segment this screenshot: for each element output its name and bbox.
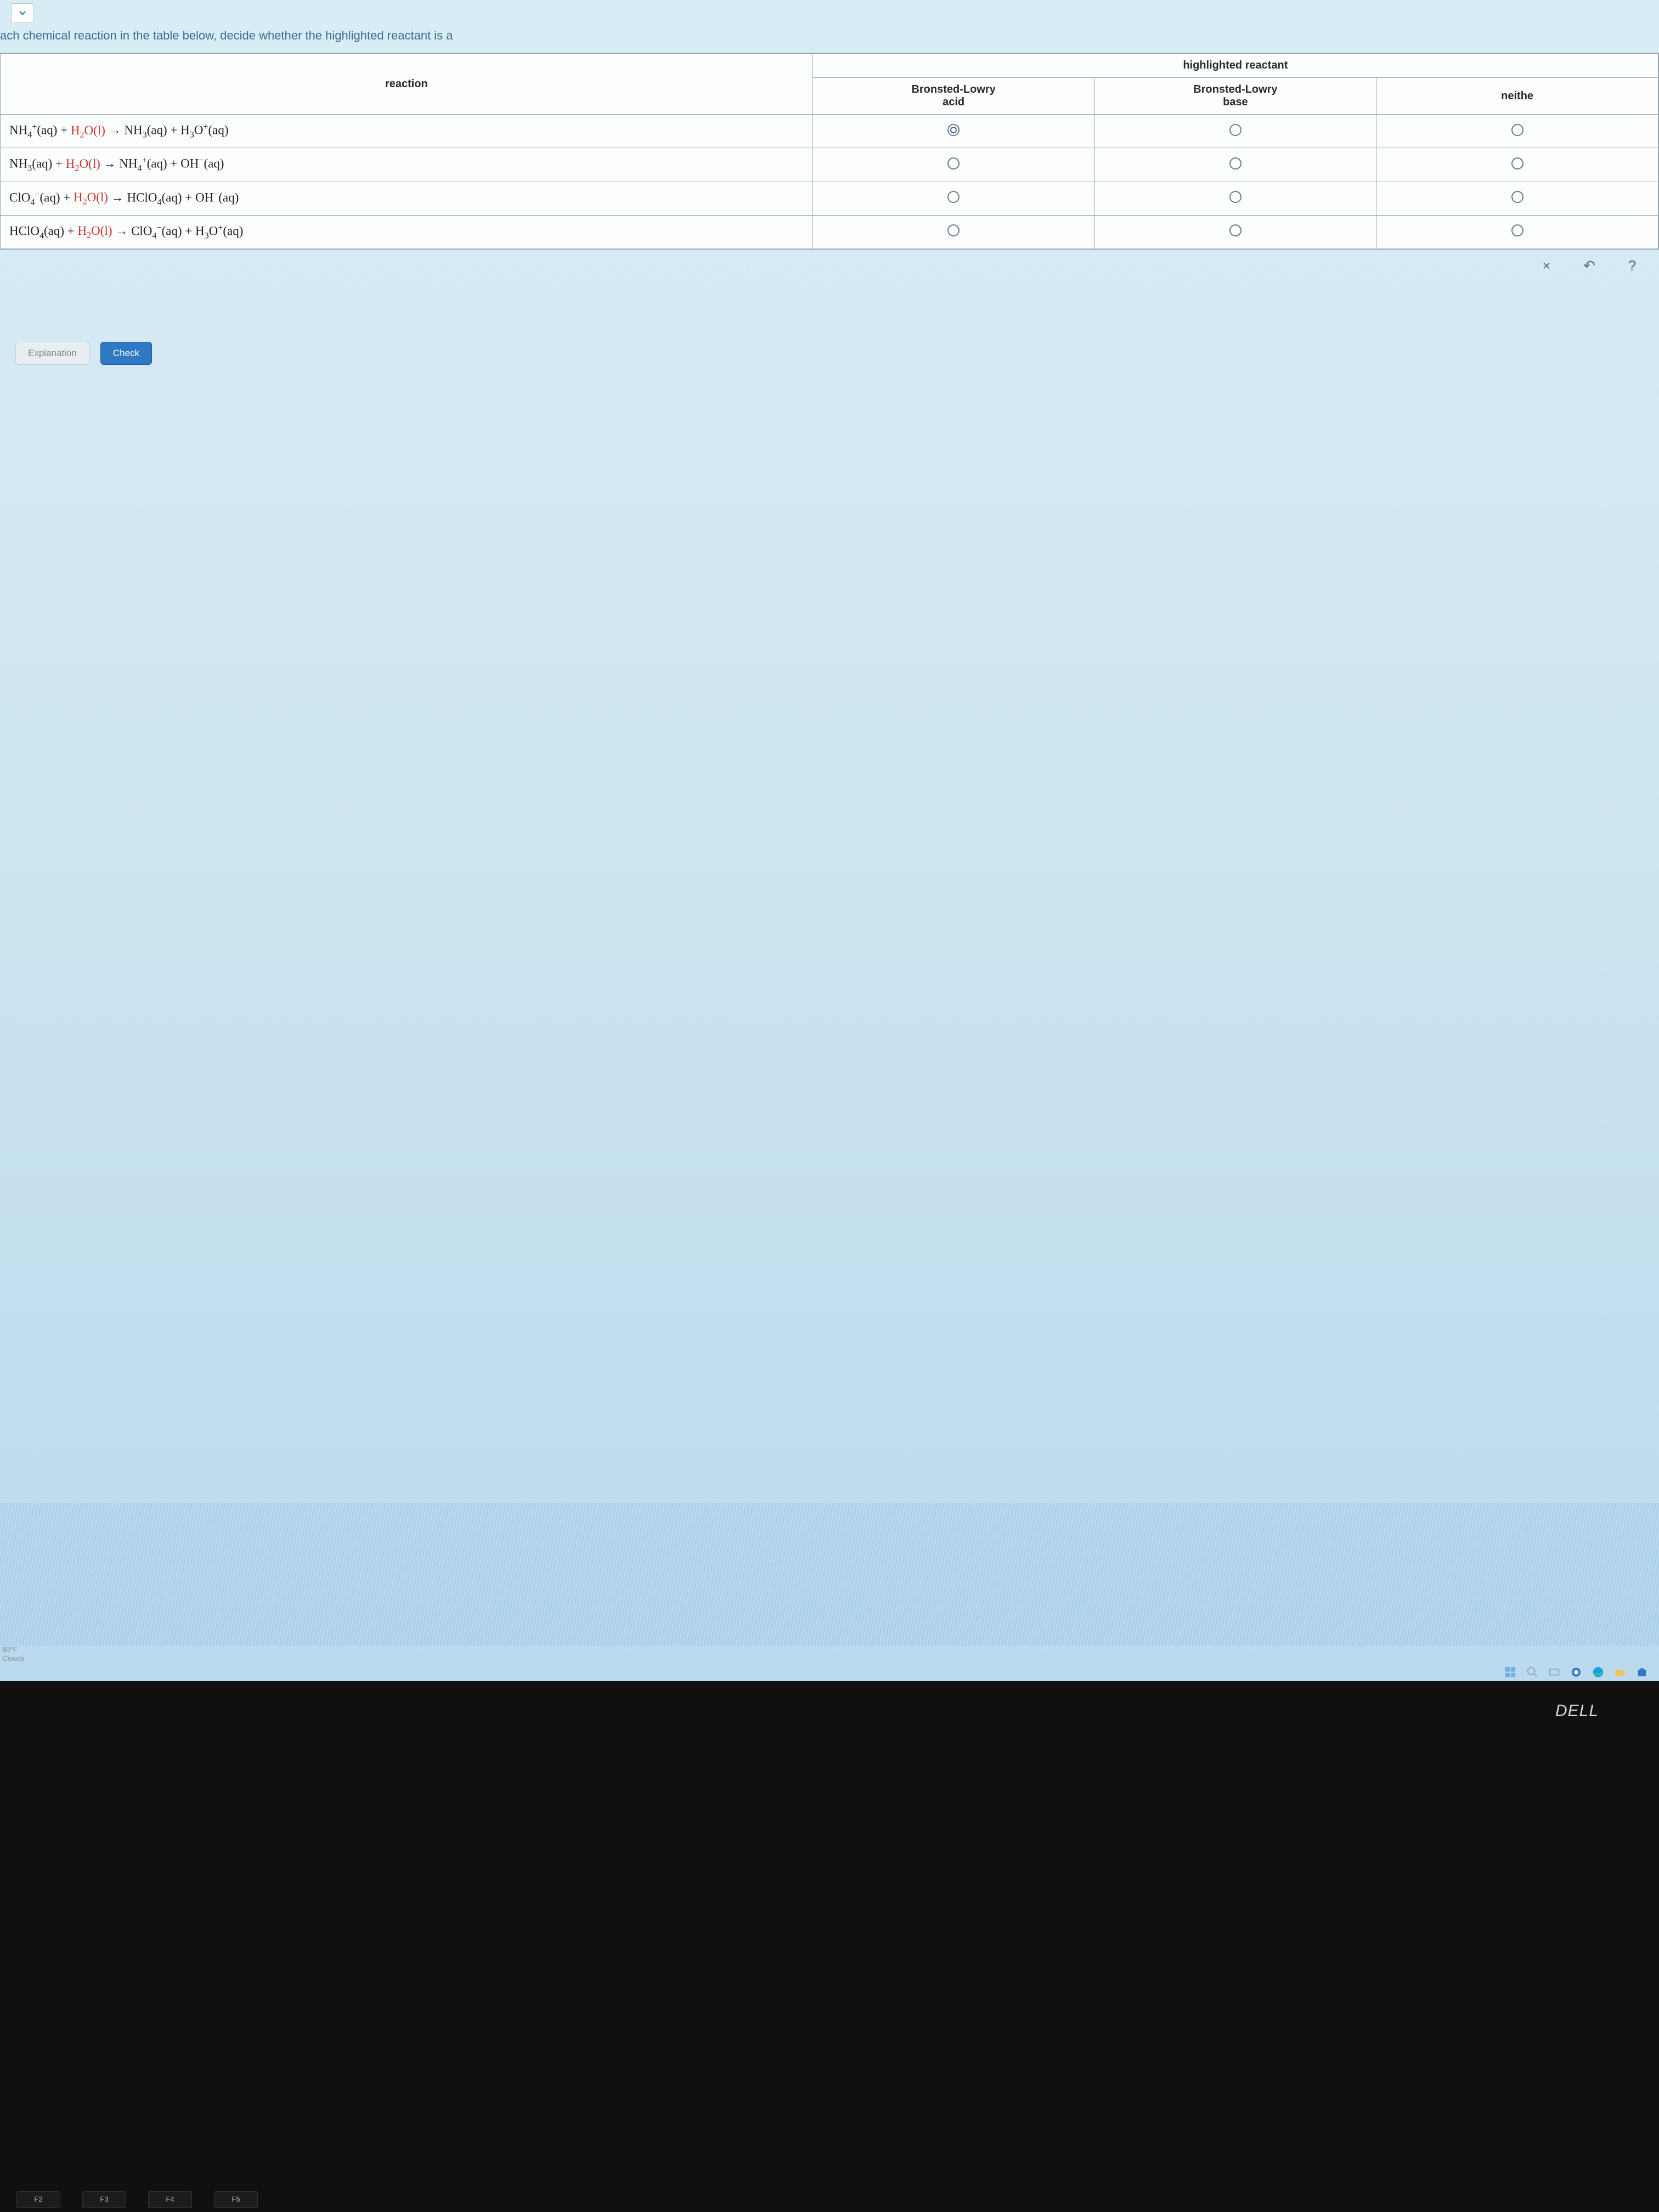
fn-key[interactable]: F5 [214,2191,258,2208]
radio-neither[interactable] [1511,224,1523,236]
x-icon: × [1542,257,1550,274]
weather-widget[interactable]: 80°F Cloudy [2,1645,24,1662]
screen-moire [0,1503,1659,1646]
radio-neither[interactable] [1511,157,1523,170]
explorer-icon[interactable] [1614,1666,1626,1678]
check-button[interactable]: Check [100,342,152,365]
reaction-cell: NH4+(aq) + H2O(l) → NH3(aq) + H3O+(aq) [1,115,813,148]
radio-neither[interactable] [1511,191,1523,203]
reaction-cell: NH3(aq) + H2O(l) → NH4+(aq) + OH−(aq) [1,148,813,182]
radio-acid[interactable] [947,191,960,203]
taskbar [0,1663,1659,1681]
answer-toolbar: × ↶ ? [0,255,1659,276]
radio-base[interactable] [1229,157,1242,170]
table-row: NH3(aq) + H2O(l) → NH4+(aq) + OH−(aq) [1,148,1658,182]
radio-neither[interactable] [1511,124,1523,136]
radio-base[interactable] [1229,224,1242,236]
help-button[interactable]: ? [1622,255,1643,276]
radio-acid[interactable] [947,224,960,236]
header-base: Bronsted-Lowrybase [1094,78,1376,115]
action-buttons: Explanation Check [0,342,1659,365]
radio-base[interactable] [1229,124,1242,136]
taskview-icon[interactable] [1548,1666,1560,1678]
question-icon: ? [1628,257,1636,274]
radio-acid[interactable] [947,124,960,136]
table-row: NH4+(aq) + H2O(l) → NH3(aq) + H3O+(aq) [1,115,1658,148]
header-group: highlighted reactant [812,54,1658,78]
function-key-row: F2 F3 F4 F5 [16,2191,258,2208]
camera-icon[interactable] [1570,1666,1582,1678]
table-row: HClO4(aq) + H2O(l) → ClO4−(aq) + H3O+(aq… [1,215,1658,249]
reaction-cell: ClO4−(aq) + H2O(l) → HClO4(aq) + OH−(aq) [1,182,813,215]
radio-base[interactable] [1229,191,1242,203]
edge-icon[interactable] [1592,1666,1604,1678]
reaction-table: reaction highlighted reactant Bronsted-L… [0,53,1659,250]
chevron-down-icon [18,8,27,18]
table-row: ClO4−(aq) + H2O(l) → HClO4(aq) + OH−(aq) [1,182,1658,215]
header-neither: neithe [1376,78,1658,115]
reaction-cell: HClO4(aq) + H2O(l) → ClO4−(aq) + H3O+(aq… [1,215,813,249]
fn-key[interactable]: F2 [16,2191,60,2208]
clear-button[interactable]: × [1536,255,1557,276]
search-icon[interactable] [1526,1666,1538,1678]
weather-temp: 80°F [2,1645,24,1654]
weather-cond: Cloudy [2,1654,24,1663]
header-reaction: reaction [1,54,813,115]
dropdown-toggle[interactable] [11,3,34,23]
fn-key[interactable]: F3 [82,2191,126,2208]
header-acid: Bronsted-Lowryacid [812,78,1094,115]
reset-button[interactable]: ↶ [1579,255,1600,276]
brand-logo: DELL [1555,1702,1599,1720]
radio-acid[interactable] [947,157,960,170]
fn-key[interactable]: F4 [148,2191,192,2208]
instruction-text: ach chemical reaction in the table below… [0,23,1659,53]
undo-icon: ↶ [1583,257,1595,274]
start-icon[interactable] [1504,1666,1516,1678]
laptop-body: DELL F2 F3 F4 F5 [0,1681,1659,2212]
explanation-button[interactable]: Explanation [15,342,89,365]
store-icon[interactable] [1636,1666,1648,1678]
